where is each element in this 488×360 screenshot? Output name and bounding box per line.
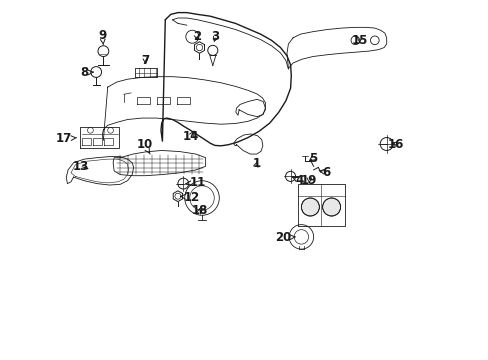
- Circle shape: [322, 198, 340, 216]
- Text: 18: 18: [191, 204, 207, 217]
- Circle shape: [301, 198, 319, 216]
- Text: 1: 1: [252, 157, 260, 170]
- Text: 17: 17: [56, 132, 77, 145]
- Text: 20: 20: [274, 231, 295, 244]
- Text: 5: 5: [308, 152, 316, 165]
- Text: 10: 10: [136, 138, 152, 154]
- Text: 8: 8: [81, 66, 93, 79]
- Text: 9: 9: [98, 29, 106, 45]
- Text: 13: 13: [73, 160, 89, 173]
- Text: 19: 19: [301, 174, 317, 187]
- Text: 6: 6: [319, 166, 329, 179]
- Text: 15: 15: [351, 34, 367, 47]
- Text: 2: 2: [193, 30, 201, 43]
- Text: 16: 16: [387, 138, 403, 150]
- Text: 3: 3: [211, 30, 219, 43]
- Text: 11: 11: [185, 176, 205, 189]
- Text: 12: 12: [180, 191, 199, 204]
- Text: 14: 14: [183, 130, 199, 143]
- Text: 4: 4: [292, 174, 303, 187]
- Text: 7: 7: [141, 54, 149, 67]
